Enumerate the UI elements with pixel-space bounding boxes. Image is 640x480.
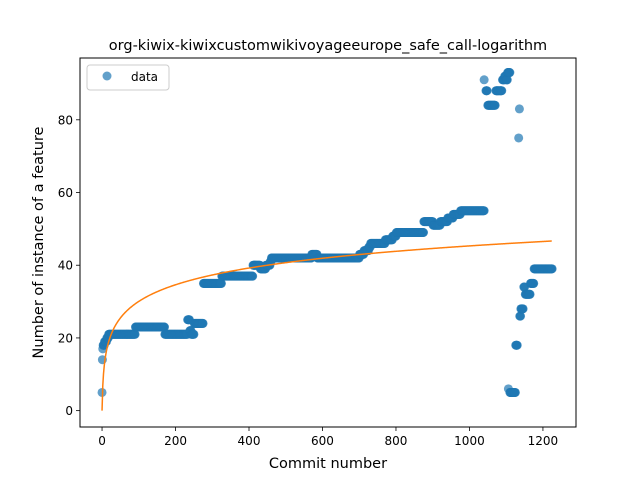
data-point bbox=[482, 86, 492, 96]
x-tick-label: 800 bbox=[385, 434, 408, 448]
x-tick-label: 200 bbox=[164, 434, 187, 448]
data-point bbox=[547, 264, 557, 274]
data-point bbox=[490, 100, 500, 110]
data-point bbox=[510, 387, 520, 397]
data-point bbox=[189, 329, 199, 339]
data-point bbox=[502, 75, 512, 85]
legend-marker bbox=[102, 71, 112, 81]
y-axis-ticks: 0 20 40 60 80 bbox=[58, 113, 80, 418]
data-point bbox=[512, 340, 522, 350]
y-tick-label: 80 bbox=[58, 113, 73, 127]
x-tick-label: 400 bbox=[238, 434, 261, 448]
plot-frame bbox=[79, 57, 577, 428]
x-tick-label: 600 bbox=[311, 434, 334, 448]
data-point bbox=[529, 278, 539, 288]
data-point bbox=[516, 311, 526, 321]
data-point bbox=[248, 271, 258, 281]
data-point bbox=[160, 322, 169, 332]
data-point bbox=[130, 329, 140, 339]
data-point bbox=[514, 133, 524, 143]
plot-area bbox=[97, 68, 557, 411]
x-axis-ticks: 0 200 400 600 800 1000 1200 bbox=[98, 427, 558, 448]
legend: data bbox=[86, 64, 170, 91]
y-tick-label: 40 bbox=[58, 259, 73, 273]
y-tick-label: 0 bbox=[65, 404, 73, 418]
y-tick-label: 60 bbox=[58, 186, 73, 200]
data-point bbox=[419, 228, 429, 237]
y-tick-label: 20 bbox=[58, 331, 73, 345]
legend-label: data bbox=[131, 70, 158, 84]
data-series bbox=[97, 68, 557, 397]
data-point bbox=[505, 68, 515, 78]
x-tick-label: 1000 bbox=[454, 434, 485, 448]
x-axis-label: Commit number bbox=[269, 456, 387, 472]
legend-frame bbox=[86, 64, 170, 91]
chart-title: org-kiwix-kiwixcustomwikivoyageeurope_sa… bbox=[109, 38, 547, 54]
y-axis-label: Number of instance of a feature bbox=[31, 126, 47, 358]
data-point bbox=[514, 104, 524, 114]
data-point bbox=[479, 206, 489, 216]
data-point bbox=[198, 318, 208, 328]
x-tick-label: 0 bbox=[98, 434, 106, 448]
x-tick-label: 1200 bbox=[528, 434, 559, 448]
data-point bbox=[216, 278, 226, 288]
data-point bbox=[525, 289, 535, 299]
fit-line bbox=[101, 240, 552, 411]
data-point bbox=[518, 304, 528, 314]
data-point bbox=[479, 75, 489, 85]
data-point bbox=[497, 86, 507, 96]
